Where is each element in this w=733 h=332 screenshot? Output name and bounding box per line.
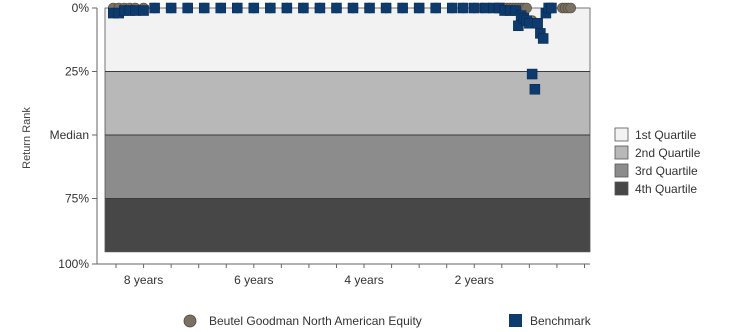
y-tick-label: 25% xyxy=(65,65,89,79)
benchmark-point xyxy=(149,2,160,14)
benchmark-point xyxy=(331,2,342,14)
benchmark-point xyxy=(413,2,425,14)
benchmark-point xyxy=(397,2,408,14)
benchmark-point xyxy=(232,2,243,14)
benchmark-point xyxy=(198,2,210,14)
benchmark-legend-label: Benchmark xyxy=(530,314,592,328)
quartile-legend-swatch xyxy=(614,181,629,196)
y-ticks: 0% 25% Median 75% 100% xyxy=(50,1,97,271)
benchmark-point xyxy=(430,2,441,14)
data-points xyxy=(107,2,577,95)
benchmark-point xyxy=(281,2,293,14)
benchmark-point xyxy=(364,2,375,14)
benchmark-point xyxy=(526,68,538,80)
gridlines xyxy=(105,71,590,199)
quartile-legend-swatch xyxy=(614,163,629,178)
quartile-band-4 xyxy=(105,198,590,252)
benchmark-point xyxy=(248,2,260,14)
benchmark-point xyxy=(380,2,392,14)
benchmark-legend-marker xyxy=(509,314,522,327)
quartile-band-1 xyxy=(105,8,590,72)
bands-border xyxy=(104,7,591,253)
benchmark-point xyxy=(165,2,177,14)
y-tick-label: 100% xyxy=(58,257,89,271)
benchmark-point xyxy=(265,2,276,14)
quartile-legend-label: 4th Quartile xyxy=(635,182,697,196)
quartile-legend-label: 3rd Quartile xyxy=(635,164,698,178)
benchmark-point xyxy=(298,2,309,14)
series-legend: Beutel Goodman North American Equity Benc… xyxy=(183,314,592,328)
benchmark-point xyxy=(469,2,480,14)
x-tick-label: 6 years xyxy=(234,273,273,287)
y-tick-label: 0% xyxy=(72,1,90,15)
quartile-legend-label: 1st Quartile xyxy=(635,128,697,142)
benchmark-point xyxy=(182,2,193,14)
quartile-legend: 1st Quartile 2nd Quartile 3rd Quartile 4th … xyxy=(614,127,701,196)
quartile-band-2 xyxy=(105,71,590,135)
quartile-legend-swatch xyxy=(614,127,629,142)
quartile-legend-swatch xyxy=(614,145,629,160)
benchmark-point xyxy=(138,5,149,16)
benchmark-point xyxy=(529,84,541,95)
benchmark-point xyxy=(546,2,557,14)
benchmark-point xyxy=(347,2,359,14)
benchmark-point xyxy=(532,17,543,29)
benchmark-point xyxy=(215,2,226,14)
x-tick-label: 2 years xyxy=(455,273,494,287)
x-ticks: 8 years 6 years 4 years 2 years xyxy=(115,264,585,287)
quartile-band-3 xyxy=(105,135,590,199)
benchmark-point xyxy=(314,2,326,14)
x-tick-label: 4 years xyxy=(344,273,383,287)
benchmark-point xyxy=(446,2,458,14)
y-axis-title: Return Rank xyxy=(21,107,33,169)
benchmark-point xyxy=(457,2,469,14)
fund-legend-marker xyxy=(183,314,197,328)
x-tick-label: 8 years xyxy=(124,273,163,287)
quartile-bands xyxy=(104,7,591,253)
fund-legend-label: Beutel Goodman North American Equity xyxy=(209,314,422,328)
fund-point xyxy=(565,2,577,14)
benchmark-point xyxy=(537,33,549,44)
axes xyxy=(96,8,590,265)
y-tick-label: Median xyxy=(50,128,89,142)
quartile-legend-label: 2nd Quartile xyxy=(635,146,701,160)
y-tick-label: 75% xyxy=(65,192,89,206)
